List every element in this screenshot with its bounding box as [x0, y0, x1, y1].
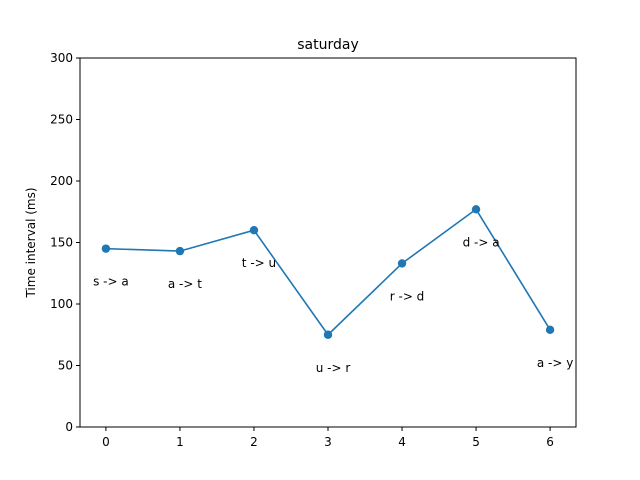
x-tick-label: 2	[250, 435, 258, 449]
data-point	[545, 325, 555, 335]
point-label: r -> d	[390, 289, 425, 303]
y-ticks: 0 50 100 150 200 250 300	[50, 51, 80, 434]
data-point	[101, 244, 111, 253]
data-point	[249, 226, 259, 235]
data-point	[397, 259, 407, 268]
y-axis-label: Time interval (ms)	[24, 187, 38, 298]
x-tick-label: 0	[102, 435, 110, 449]
y-tick-label: 0	[65, 420, 73, 434]
data-point	[175, 246, 185, 256]
point-label: t -> u	[242, 256, 276, 270]
x-tick-label: 5	[472, 435, 480, 449]
y-tick-label: 150	[50, 236, 73, 250]
x-tick-label: 1	[176, 435, 184, 449]
x-tick-label: 4	[398, 435, 406, 449]
y-tick-label: 300	[50, 51, 73, 65]
x-tick-label: 3	[324, 435, 332, 449]
plot-frame	[79, 57, 577, 428]
point-labels: s -> a a -> t t -> u u -> r r -> d d -> a a ->…	[93, 235, 573, 374]
y-tick-label: 100	[50, 297, 73, 311]
data-point	[323, 330, 333, 339]
point-label: a -> y	[537, 356, 573, 370]
y-tick-label: 50	[58, 359, 73, 373]
chart-title: saturday	[297, 37, 359, 53]
y-tick-label: 200	[50, 174, 73, 188]
point-label: a -> t	[168, 277, 202, 291]
point-label: s -> a	[93, 275, 129, 289]
x-ticks: 0 1 2 3 4 5 6	[102, 427, 554, 449]
x-tick-label: 6	[546, 435, 554, 449]
data-points	[101, 205, 555, 339]
y-tick-label: 250	[50, 113, 73, 127]
data-point	[471, 205, 481, 214]
point-label: d -> a	[463, 235, 500, 249]
plot-background	[80, 58, 576, 427]
point-label: u -> r	[316, 361, 351, 375]
